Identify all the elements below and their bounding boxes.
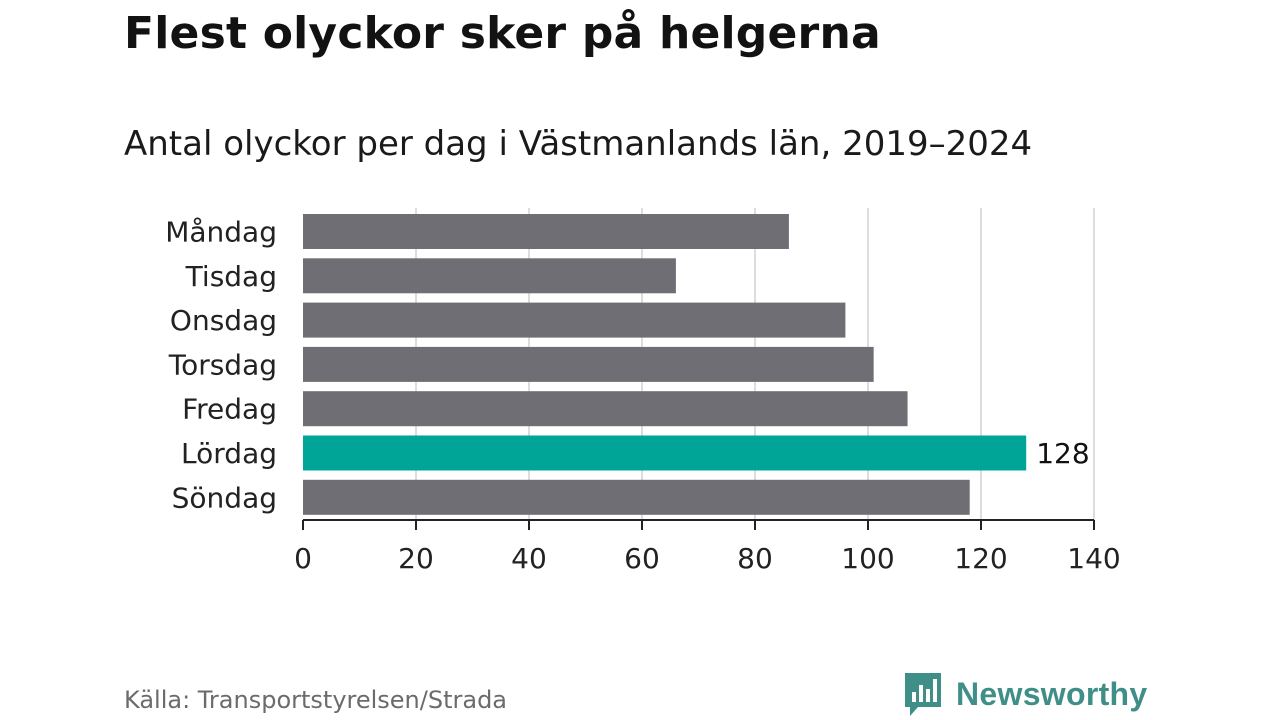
newsworthy-bar-chart-icon <box>905 673 941 716</box>
x-tick-label-60: 60 <box>624 542 660 575</box>
bar-lördag <box>303 435 1027 471</box>
category-label-tisdag: Tisdag <box>185 260 277 293</box>
x-tick-label-40: 40 <box>511 542 547 575</box>
category-label-fredag: Fredag <box>182 393 277 426</box>
chart-subtitle: Antal olyckor per dag i Västmanlands län… <box>124 124 1033 164</box>
source-note: Källa: Transportstyrelsen/Strada <box>124 686 508 714</box>
x-tick-label-120: 120 <box>954 542 1007 575</box>
category-labels: Måndag Tisdag Onsdag Torsdag Fredag Lördag Sön… <box>165 216 277 515</box>
category-label-onsdag: Onsdag <box>170 304 277 337</box>
bar-söndag <box>303 479 970 515</box>
bar-chart: Måndag Tisdag Onsdag Torsdag Fredag Lördag Sön… <box>165 208 1121 575</box>
chart-title: Flest olyckor sker på helgerna <box>124 8 881 59</box>
x-tick-label-0: 0 <box>294 542 312 575</box>
category-label-söndag: Söndag <box>172 481 277 514</box>
category-label-måndag: Måndag <box>165 216 277 249</box>
data-label-lördag: 128 <box>1036 437 1089 470</box>
x-tick-label-140: 140 <box>1067 542 1120 575</box>
bar-fredag <box>303 391 908 427</box>
x-tick-label-80: 80 <box>737 542 773 575</box>
bar-torsdag <box>303 346 874 382</box>
bars <box>303 214 1027 515</box>
category-label-lördag: Lördag <box>181 437 277 470</box>
x-tick-label-20: 20 <box>398 542 434 575</box>
x-axis: 0 20 40 60 80 100 120 140 <box>294 519 1121 575</box>
category-label-torsdag: Torsdag <box>168 348 277 381</box>
bar-onsdag <box>303 302 846 338</box>
x-tick-label-100: 100 <box>841 542 894 575</box>
bar-tisdag <box>303 258 676 294</box>
brand-name: Newsworthy <box>956 675 1148 712</box>
bar-måndag <box>303 214 789 249</box>
data-labels: 128 <box>1036 437 1089 470</box>
newsworthy-logo: Newsworthy <box>902 670 1147 718</box>
